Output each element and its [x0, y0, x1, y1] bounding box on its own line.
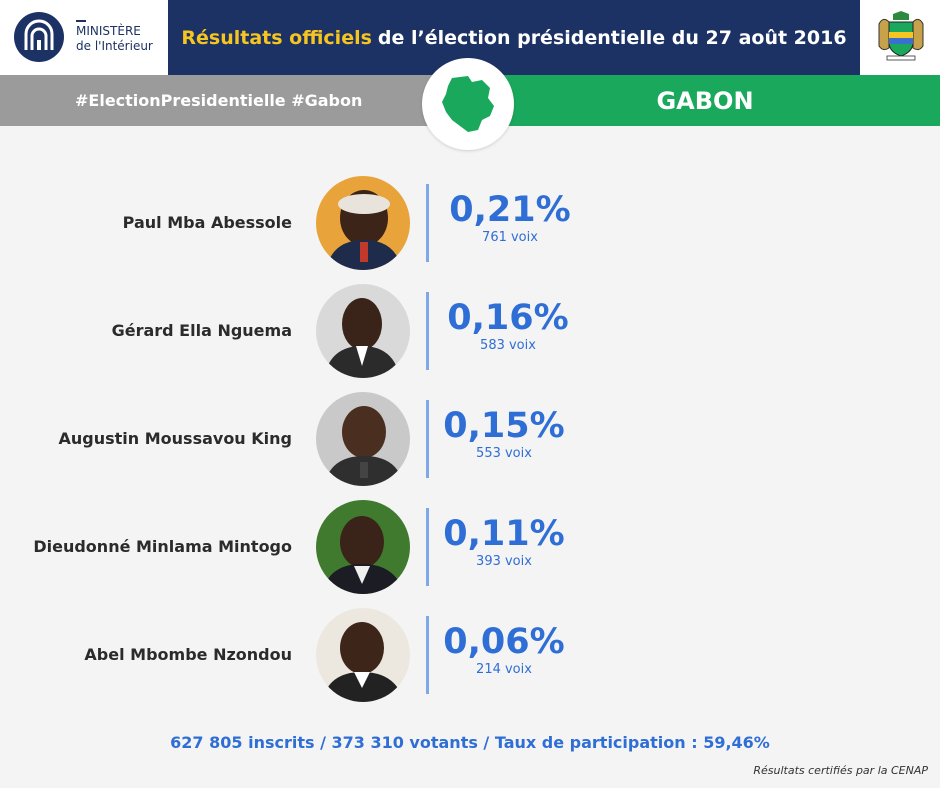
candidate-row: Dieudonné Minlama Mintogo 0,11% 393 voix: [0, 500, 940, 594]
certification-note: Résultats certifiés par la CENAP: [753, 764, 928, 777]
page-title: Résultats officiels de l’élection présid…: [168, 0, 860, 75]
vote-percentage: 0,16%: [447, 298, 569, 338]
candidate-photo: [316, 608, 410, 702]
coat-of-arms-icon: [875, 10, 927, 62]
gabon-map-icon: [442, 76, 494, 132]
candidate-name: Augustin Moussavou King: [58, 428, 293, 448]
vote-percentage: 0,15%: [443, 406, 565, 446]
hashtags: #ElectionPresidentielle #Gabon: [75, 91, 363, 110]
result-block: 0,21% 761 voix: [440, 190, 580, 246]
vote-count: 214 voix: [476, 662, 532, 677]
candidate-row: Gérard Ella Nguema 0,16% 583 voix: [0, 284, 940, 378]
ministry-line2: de l'Intérieur: [76, 39, 153, 53]
row-divider: [426, 184, 429, 262]
vote-percentage: 0,11%: [443, 514, 565, 554]
vote-percentage: 0,06%: [443, 622, 565, 662]
row-divider: [426, 292, 429, 370]
ministry-logo-icon: [14, 12, 64, 62]
result-block: 0,11% 393 voix: [434, 514, 574, 570]
candidate-row: Abel Mbombe Nzondou 0,06% 214 voix: [0, 608, 940, 702]
candidate-name: Gérard Ella Nguema: [111, 320, 292, 340]
candidate-photo: [316, 500, 410, 594]
vote-count: 583 voix: [480, 338, 536, 353]
vote-count: 761 voix: [482, 230, 538, 245]
result-block: 0,15% 553 voix: [434, 406, 574, 462]
result-block: 0,16% 583 voix: [438, 298, 578, 354]
vote-count: 553 voix: [476, 446, 532, 461]
coat-of-arms-panel: [860, 0, 940, 75]
turnout-summary: 627 805 inscrits / 373 310 votants / Tau…: [170, 733, 770, 752]
ministry-header: MINISTÈRE de l'Intérieur: [0, 0, 168, 75]
row-divider: [426, 400, 429, 478]
hashtag-banner: #ElectionPresidentielle #Gabon: [0, 75, 470, 126]
title-highlight: Résultats officiels: [181, 26, 372, 49]
row-divider: [426, 616, 429, 694]
vote-percentage: 0,21%: [449, 190, 571, 230]
vote-count: 393 voix: [476, 554, 532, 569]
candidate-photo: [316, 392, 410, 486]
candidate-photo: [316, 284, 410, 378]
candidate-row: Paul Mba Abessole 0,21% 761 voix: [0, 176, 940, 270]
gabon-map-badge: [422, 58, 514, 150]
country-name: GABON: [656, 86, 754, 115]
candidate-name: Dieudonné Minlama Mintogo: [33, 536, 292, 556]
ministry-line1: MINISTÈRE: [76, 24, 141, 38]
candidate-name: Paul Mba Abessole: [122, 212, 292, 232]
ministry-name: MINISTÈRE de l'Intérieur: [76, 20, 153, 54]
candidate-row: Augustin Moussavou King 0,15% 553 voix: [0, 392, 940, 486]
row-divider: [426, 508, 429, 586]
title-rest: de l’élection présidentielle du 27 août …: [377, 26, 847, 49]
candidate-name: Abel Mbombe Nzondou: [84, 644, 292, 664]
candidate-photo: [316, 176, 410, 270]
country-banner: GABON: [470, 75, 940, 126]
result-block: 0,06% 214 voix: [434, 622, 574, 678]
